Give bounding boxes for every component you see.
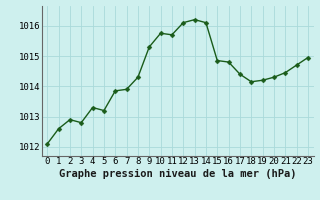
X-axis label: Graphe pression niveau de la mer (hPa): Graphe pression niveau de la mer (hPa) <box>59 169 296 179</box>
